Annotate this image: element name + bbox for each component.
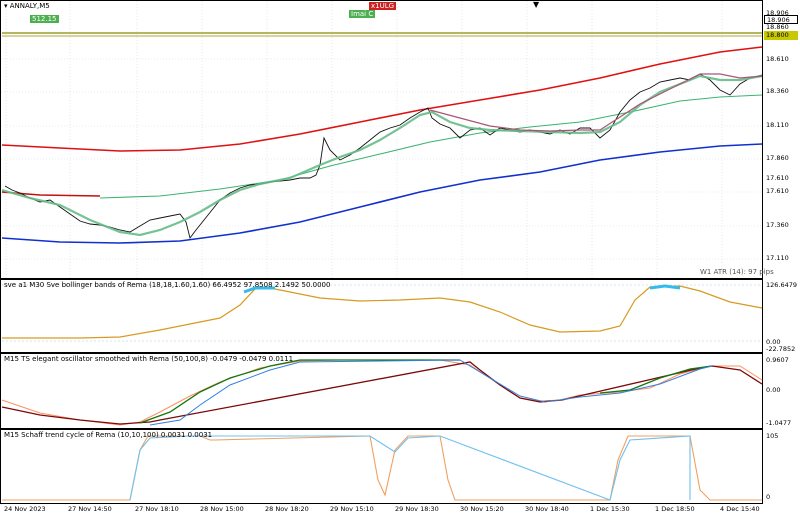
time-axis-label: 28 Nov 18:20 bbox=[265, 505, 309, 513]
bollinger-hit-highlight-2 bbox=[649, 284, 681, 290]
symbol-timeframe-label: ▾ ANNALY,M5 bbox=[4, 2, 50, 10]
schaff-orange-line bbox=[2, 435, 762, 501]
bollinger-rema-line bbox=[2, 285, 763, 339]
indicator-pane-bollinger[interactable] bbox=[0, 279, 763, 353]
oscillator-green-line bbox=[139, 359, 460, 424]
collapse-triangle-icon[interactable]: ▾ bbox=[4, 2, 8, 10]
scroll-marker-icon[interactable]: ▼ bbox=[533, 0, 540, 9]
bollinger-hit-highlight bbox=[243, 286, 275, 294]
time-axis[interactable]: 24 Nov 2023 27 Nov 14:50 27 Nov 18:10 28 No… bbox=[0, 504, 763, 515]
time-axis-label: 27 Nov 14:50 bbox=[68, 505, 112, 513]
schaff-scale[interactable]: 105 0 bbox=[763, 429, 800, 504]
lower-blue-band bbox=[1, 143, 763, 244]
schaff-blue-line bbox=[129, 435, 691, 501]
time-axis-label: 4 Dec 15:40 bbox=[720, 505, 760, 513]
trend-purple-line bbox=[429, 73, 763, 132]
mid-badge[interactable]: Imai C bbox=[349, 10, 376, 18]
time-axis-label: 29 Nov 18:30 bbox=[395, 505, 439, 513]
time-axis-label: 1 Dec 18:50 bbox=[655, 505, 695, 513]
bid-badge[interactable]: 512.15 bbox=[30, 15, 59, 23]
oscillator-dark-red-line bbox=[1, 361, 763, 425]
indicator-pane-schaff[interactable] bbox=[0, 429, 763, 504]
level-price-box: 18.800 bbox=[764, 31, 798, 40]
indicator-pane-elegant-oscillator[interactable] bbox=[0, 353, 763, 429]
price-candles bbox=[4, 73, 763, 240]
time-axis-label: 28 Nov 15:00 bbox=[200, 505, 244, 513]
mid-green-line bbox=[99, 94, 763, 199]
time-axis-label: 1 Dec 15:30 bbox=[590, 505, 630, 513]
price-box-secondary: 18.860 bbox=[766, 23, 789, 31]
atr-label: W1 ATR (14): 97 pips bbox=[700, 268, 774, 276]
price-scale[interactable]: 18.906 18.610 18.360 18.110 17.860 17.61… bbox=[763, 0, 800, 279]
price-box-mid: 17.610 bbox=[766, 174, 789, 182]
bollinger-title: sve a1 M30 Sve bollinger bands of Rema (… bbox=[4, 281, 331, 289]
ask-badge[interactable]: x1ULG bbox=[369, 2, 397, 10]
oscillator-blue-line bbox=[149, 359, 713, 426]
time-axis-label: 24 Nov 2023 bbox=[4, 505, 46, 513]
time-axis-label: 29 Nov 15:10 bbox=[330, 505, 374, 513]
elegant-oscillator-scale[interactable]: 0.9607 0.00 -1.0477 bbox=[763, 353, 800, 429]
oscillator-orange-line bbox=[1, 359, 763, 426]
current-price-box: 18.906 bbox=[764, 15, 798, 24]
schaff-title: M15 Schaff trend cycle of Rema (10,10,10… bbox=[4, 431, 213, 439]
bollinger-scale[interactable]: 126.6479 0.00 -22.7852 bbox=[763, 279, 800, 353]
oscillator-green-line-2 bbox=[599, 365, 713, 394]
time-axis-label: 30 Nov 18:40 bbox=[525, 505, 569, 513]
time-axis-label: 27 Nov 18:10 bbox=[135, 505, 179, 513]
elegant-oscillator-title: M15 TS elegant oscillator smoothed with … bbox=[4, 355, 294, 363]
upper-red-band bbox=[1, 46, 763, 152]
time-axis-label: 30 Nov 15:20 bbox=[460, 505, 504, 513]
